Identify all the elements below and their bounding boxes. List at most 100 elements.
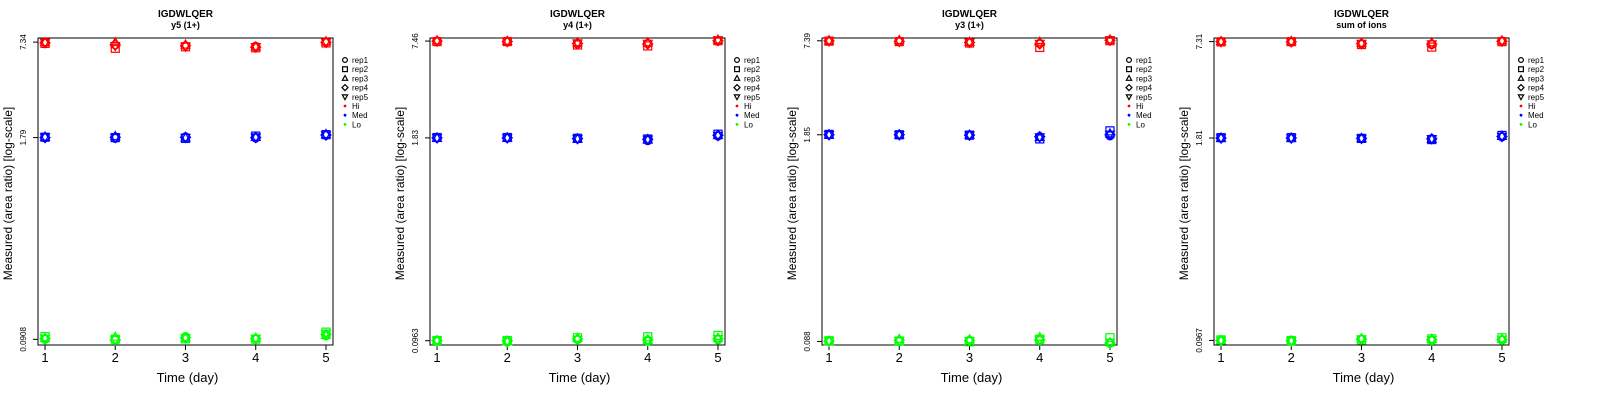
- legend-marker: [1127, 113, 1131, 117]
- x-tick-label: 1: [433, 350, 440, 365]
- legend-label: rep1: [1528, 56, 1545, 65]
- data-point: [320, 38, 332, 49]
- data-point: [1356, 335, 1367, 346]
- data-point: [712, 129, 724, 140]
- data-point: [180, 42, 191, 53]
- data-point: [501, 37, 513, 48]
- x-tick-label: 1: [1217, 350, 1224, 365]
- data-point: [39, 332, 51, 343]
- data-point: [320, 131, 332, 142]
- data-point: [893, 333, 905, 343]
- legend-marker: [1519, 104, 1523, 108]
- legend-marker: [735, 104, 739, 108]
- data-point: [431, 34, 443, 45]
- x-tick-label: 5: [322, 350, 329, 365]
- legend-label: rep2: [744, 65, 761, 74]
- data-point: [1496, 333, 1508, 343]
- legend-marker: [1519, 123, 1523, 126]
- y-tick-label: 1.83: [411, 130, 420, 146]
- x-tick-label: 2: [504, 350, 511, 365]
- data-point: [1356, 332, 1367, 343]
- y-tick-label: 1.79: [19, 129, 28, 145]
- data-point: [1034, 39, 1046, 50]
- data-point: [1496, 34, 1508, 45]
- legend-label: Hi: [1136, 102, 1144, 111]
- x-tick-label: 3: [966, 350, 973, 365]
- data-point: [39, 334, 51, 345]
- data-point: [1104, 36, 1116, 47]
- data-point: [39, 133, 51, 144]
- chart-subtitle: sum of ions: [1336, 20, 1387, 30]
- legend-label: rep3: [1136, 74, 1153, 83]
- data-point: [1427, 42, 1437, 52]
- legend-label: rep4: [352, 84, 369, 93]
- data-point: [250, 332, 262, 342]
- data-point: [250, 334, 262, 345]
- chart-subtitle: y5 (1+): [171, 20, 200, 30]
- data-point: [39, 130, 51, 141]
- chart-subtitle: y3 (1+): [955, 20, 984, 30]
- x-tick-label: 4: [644, 350, 651, 365]
- data-point: [1285, 35, 1297, 46]
- data-point: [1104, 33, 1116, 44]
- data-point: [1215, 334, 1227, 345]
- data-point: [642, 39, 654, 50]
- plot-frame: [37, 37, 334, 346]
- data-point: [431, 37, 443, 48]
- y-tick-label: 0.0967: [1195, 328, 1204, 353]
- data-point: [1356, 134, 1367, 145]
- data-point: [893, 37, 905, 48]
- y-tick-label: 7.34: [19, 34, 28, 50]
- legend-label: rep5: [1136, 93, 1153, 102]
- data-point: [1285, 334, 1297, 345]
- plot-frame: [429, 37, 726, 346]
- x-axis-label: Time (day): [941, 370, 1003, 385]
- data-point: [109, 133, 121, 144]
- data-point: [1356, 37, 1367, 47]
- legend-marker: [1519, 113, 1523, 117]
- data-point: [893, 336, 905, 347]
- legend-label: rep1: [1136, 56, 1153, 65]
- data-point: [109, 335, 121, 346]
- data-point: [1356, 39, 1367, 50]
- y-tick-label: 1.81: [1195, 130, 1204, 146]
- data-point: [572, 134, 583, 145]
- data-point: [964, 333, 975, 344]
- legend-label: Lo: [744, 120, 753, 129]
- legend-marker: [734, 66, 741, 73]
- legend-marker: [1126, 66, 1133, 73]
- y-tick-label: 7.31: [1195, 33, 1204, 49]
- legend-label: rep2: [1136, 65, 1153, 74]
- data-point: [39, 36, 51, 47]
- data-point: [1426, 134, 1438, 145]
- data-point: [1215, 131, 1227, 142]
- chart-title: IGDWLQER: [942, 9, 998, 20]
- data-point: [1285, 337, 1297, 347]
- data-point: [964, 131, 975, 142]
- legend-marker: [341, 83, 349, 92]
- legend-marker: [342, 56, 349, 63]
- chart-title: IGDWLQER: [158, 9, 214, 20]
- data-point: [1496, 132, 1508, 143]
- legend-label: Hi: [352, 102, 360, 111]
- x-tick-label: 2: [112, 350, 119, 365]
- legend-label: rep1: [744, 56, 761, 65]
- data-point: [1104, 336, 1116, 347]
- legend-marker: [343, 104, 347, 108]
- legend-marker: [733, 83, 741, 92]
- legend-marker: [1125, 94, 1133, 101]
- data-point: [1496, 130, 1508, 140]
- data-point: [1105, 333, 1115, 343]
- data-point: [893, 128, 905, 139]
- legend-label: rep4: [744, 84, 761, 93]
- legend-label: rep4: [1528, 84, 1545, 93]
- x-tick-label: 2: [1288, 350, 1295, 365]
- x-tick-label: 5: [1498, 350, 1505, 365]
- x-tick-label: 4: [1428, 350, 1435, 365]
- data-point: [572, 36, 583, 47]
- data-point: [180, 133, 191, 144]
- data-point: [643, 332, 653, 342]
- data-point: [893, 130, 905, 141]
